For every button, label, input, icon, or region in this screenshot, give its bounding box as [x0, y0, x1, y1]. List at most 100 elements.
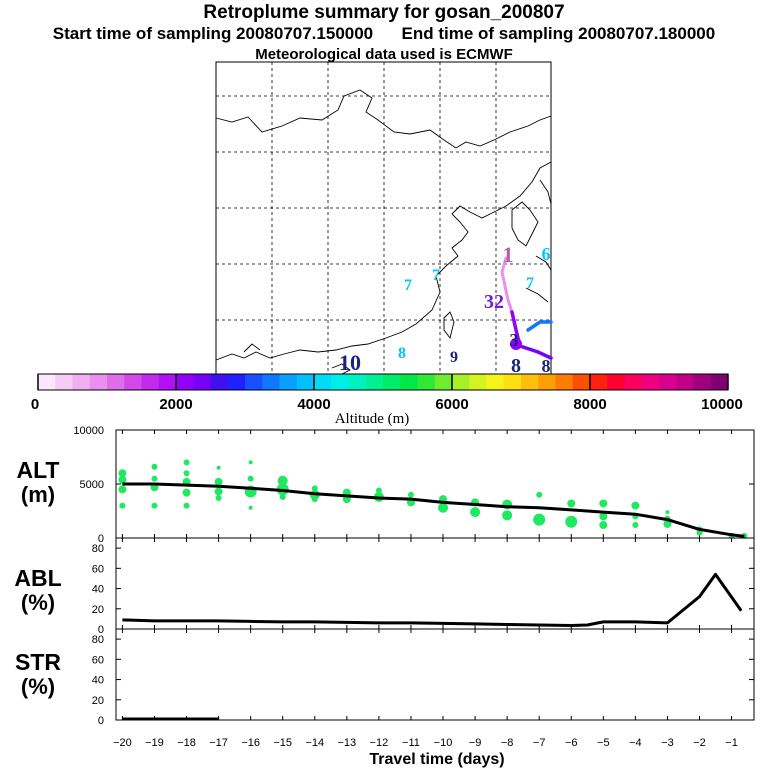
- colorbar-tick-label: 0: [31, 396, 39, 413]
- colorbar-tick-label: 8000: [573, 396, 606, 413]
- trajectory-paths: [500, 256, 553, 360]
- str-panel: 0 20 40 60 80: [92, 628, 755, 727]
- y-tick-label: 40: [92, 675, 104, 687]
- altitude-cluster-point: [565, 515, 578, 528]
- colorbar-swatch: [693, 374, 712, 390]
- map-label: 7: [526, 275, 534, 292]
- altitude-cluster-point: [502, 510, 513, 521]
- colorbar-swatch: [348, 374, 367, 390]
- colorbar-swatch: [555, 374, 574, 390]
- colorbar-swatch: [89, 374, 108, 390]
- colorbar-tick-label: 4000: [297, 396, 330, 413]
- altitude-cluster-point: [438, 502, 449, 513]
- map-label: 10: [339, 350, 361, 375]
- x-tick-label: −6: [565, 737, 578, 749]
- chart-title: Retroplume summary for gosan_200807: [203, 2, 565, 23]
- colorbar-swatch: [193, 374, 211, 390]
- colorbar-swatch: [158, 374, 177, 390]
- colorbar-swatch: [279, 374, 298, 390]
- x-tick-label: −4: [629, 737, 642, 749]
- colorbar: 0 2000 4000 6000 8000 10000: [31, 373, 743, 413]
- x-axis-title: Travel time (days): [369, 751, 504, 768]
- y-tick-label: 5000: [80, 479, 104, 491]
- y-tick-label: 20: [92, 604, 104, 616]
- y-tick-label: 40: [92, 584, 104, 596]
- map-label: 6: [542, 244, 551, 264]
- colorbar-swatch: [55, 374, 73, 390]
- altitude-cluster-point: [311, 485, 318, 492]
- altitude-cluster-point: [151, 463, 158, 470]
- colorbar-swatch: [176, 374, 194, 390]
- map-graticule: [216, 62, 551, 374]
- map-label: 9: [450, 349, 458, 366]
- x-tick-label: −17: [209, 737, 228, 749]
- x-tick-label: −19: [145, 737, 164, 749]
- str-unit: (%): [21, 674, 55, 699]
- colorbar-swatch: [590, 374, 608, 390]
- altitude-cluster-point: [118, 475, 127, 484]
- altitude-cluster-point: [216, 465, 221, 470]
- colorbar-tick-label: 10000: [701, 396, 743, 413]
- colorbar-swatch: [331, 374, 349, 390]
- colorbar-swatch: [38, 374, 56, 390]
- met-data-label: Meteorological data used is ECMWF: [255, 46, 513, 63]
- map-coastlines: [215, 89, 552, 375]
- map-label: 7: [404, 277, 412, 294]
- altitude-cluster-point: [631, 501, 640, 510]
- colorbar-swatch: [314, 374, 332, 390]
- panel-frame: [115, 537, 755, 630]
- x-tick-label: −3: [661, 737, 674, 749]
- map-frame: [215, 61, 552, 375]
- altitude-cluster-point: [375, 487, 382, 494]
- colorbar-swatch: [710, 374, 729, 390]
- colorbar-swatch: [124, 374, 142, 390]
- start-time-label: Start time of sampling 20080707.150000: [52, 24, 374, 43]
- colorbar-tick-label: 6000: [435, 396, 468, 413]
- colorbar-tick-label: 2000: [159, 396, 192, 413]
- y-tick-label: 0: [98, 715, 104, 727]
- map-label: 8: [398, 345, 406, 362]
- panel-frame: [115, 628, 755, 721]
- x-tick-label: −12: [370, 737, 389, 749]
- altitude-cluster-point: [533, 513, 546, 526]
- map-label: 8: [511, 355, 521, 377]
- abl-unit: (%): [21, 590, 55, 615]
- map-label: 8: [542, 356, 551, 376]
- altitude-cluster-point: [277, 475, 288, 486]
- y-tick-label: 0: [98, 624, 104, 636]
- colorbar-swatch: [503, 374, 522, 390]
- colorbar-swatch: [296, 374, 315, 390]
- y-tick-label: 60: [92, 654, 104, 666]
- y-tick-label: 20: [92, 695, 104, 707]
- map-label: 1: [503, 242, 514, 267]
- str-label: STR: [15, 649, 61, 675]
- altitude-cluster-point: [182, 488, 191, 497]
- colorbar-swatch: [141, 374, 160, 390]
- altitude-cluster-point: [119, 502, 126, 509]
- altitude-cluster-point: [214, 487, 223, 496]
- altitude-cluster-point: [663, 519, 672, 528]
- x-tick-label: −7: [533, 737, 546, 749]
- colorbar-swatch: [245, 374, 263, 390]
- colorbar-swatch: [676, 374, 694, 390]
- altitude-cluster-point: [215, 495, 222, 502]
- x-tick-label: −14: [305, 737, 324, 749]
- altitude-cluster-point: [151, 475, 158, 482]
- x-axis: −20 −19 −18 −17 −16 −15 −14 −13 −12 −11 −10 −9 −8 −7 −…: [113, 737, 738, 749]
- altitude-cluster-point: [632, 522, 639, 529]
- altitude-cluster-point: [567, 499, 576, 508]
- alt-unit: (m): [21, 482, 55, 507]
- alt-label: ALT: [16, 457, 59, 483]
- colorbar-swatch: [210, 374, 229, 390]
- x-tick-label: −18: [177, 737, 196, 749]
- map-label: 32: [484, 291, 504, 313]
- colorbar-swatch: [452, 374, 470, 390]
- altitude-cluster-point: [183, 459, 190, 466]
- colorbar-swatch: [72, 374, 91, 390]
- x-tick-label: −13: [337, 737, 356, 749]
- colorbar-swatch: [227, 374, 246, 390]
- sampling-times: Start time of sampling 20080707.150000 E…: [0, 24, 768, 44]
- x-tick-label: −15: [273, 737, 292, 749]
